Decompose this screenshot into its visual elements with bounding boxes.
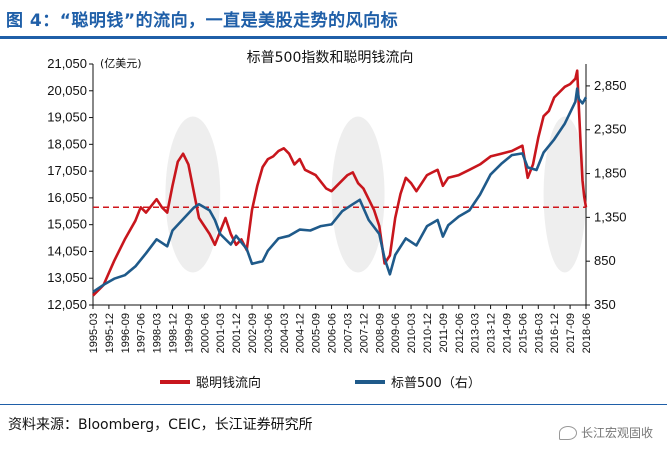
x-tick-label: 2016-03 (533, 313, 545, 353)
source-rule (0, 404, 667, 405)
x-tick-label: 2000-06 (199, 313, 211, 353)
x-tick-label: 2004-12 (295, 313, 307, 353)
right-tick-label: 2,850 (594, 78, 627, 93)
left-tick-label: 12,050 (47, 297, 87, 312)
x-tick-label: 2015-06 (517, 313, 529, 353)
x-tick-label: 2004-03 (279, 313, 291, 353)
unit-label: (亿美元) (100, 57, 142, 70)
right-tick-label: 2,350 (594, 122, 627, 137)
chart-title: 标普500指数和聪明钱流向 (247, 50, 414, 66)
watermark: 长江宏观固收 (558, 424, 653, 441)
x-tick-label: 1998-03 (152, 313, 164, 353)
title-rule (0, 36, 667, 39)
right-tick-label: 1,850 (594, 166, 627, 181)
left-tick-label: 19,050 (47, 110, 87, 125)
x-tick-label: 2017-09 (565, 313, 577, 353)
figure-title: 图 4：“聪明钱”的流向，一直是美股走势的风向标 (6, 11, 399, 31)
x-tick-label: 2012-06 (454, 313, 466, 353)
x-tick-label: 2011-09 (438, 313, 450, 353)
x-tick-label: 2001-03 (215, 313, 227, 353)
left-tick-label: 13,050 (47, 270, 87, 285)
x-tick-label: 2006-06 (327, 313, 339, 353)
highlight-ellipse-2 (543, 116, 587, 273)
highlight-ellipse-0 (165, 116, 221, 273)
left-tick-label: 14,050 (47, 243, 87, 258)
x-tick-label: 2008-09 (374, 313, 386, 353)
right-tick-label: 850 (594, 253, 616, 268)
highlight-regions (165, 116, 587, 273)
source-note: 资料来源：Bloomberg，CEIC，长江证券研究所 (8, 417, 313, 433)
x-tick-label: 1997-06 (136, 313, 148, 353)
right-tick-label: 350 (594, 297, 616, 312)
x-tick-label: 2001-12 (231, 313, 243, 353)
x-tick-label: 1995-12 (104, 313, 116, 353)
x-tick-label: 2018-06 (581, 313, 593, 353)
left-tick-label: 17,050 (47, 163, 87, 178)
right-axis-ticks: 2,850 2,350 1,850 1,350 850 350 (586, 78, 627, 312)
wechat-icon (558, 425, 577, 440)
left-tick-label: 18,050 (47, 136, 87, 151)
legend-label-smart-money: 聪明钱流向 (196, 375, 261, 391)
chart: 21,050 20,050 19,050 18,050 17,050 16,050 15,0… (47, 50, 627, 391)
left-tick-label: 20,050 (47, 83, 87, 98)
series-lines (92, 69, 588, 297)
x-axis-ticks: 1995-03 1995-12 1996-09 1997-06 1998-03 1998-… (88, 305, 593, 353)
left-tick-label: 21,050 (47, 56, 87, 71)
x-tick-label: 1999-09 (183, 313, 195, 353)
watermark-text: 长江宏观固收 (580, 426, 653, 440)
x-tick-label: 2010-03 (406, 313, 418, 353)
x-tick-label: 2002-09 (247, 313, 259, 353)
legend: 聪明钱流向 标普500（右） (160, 375, 481, 391)
legend-label-spx: 标普500（右） (391, 376, 481, 391)
x-tick-label: 2013-03 (470, 313, 482, 353)
highlight-ellipse-1 (331, 116, 385, 273)
x-tick-label: 2010-12 (422, 313, 434, 353)
x-tick-label: 1996-09 (120, 313, 132, 353)
x-tick-label: 2014-09 (501, 313, 513, 353)
axes (92, 64, 587, 306)
x-tick-label: 2007-03 (342, 313, 354, 353)
x-tick-label: 2009-06 (390, 313, 402, 353)
left-tick-label: 16,050 (47, 190, 87, 205)
right-tick-label: 1,350 (594, 209, 627, 224)
x-tick-label: 2005-09 (311, 313, 323, 353)
x-tick-label: 2007-12 (358, 313, 370, 353)
left-axis-ticks: 21,050 20,050 19,050 18,050 17,050 16,050 15,0… (47, 56, 93, 312)
series-line-spx (92, 87, 588, 293)
x-tick-label: 1995-03 (88, 313, 100, 353)
left-tick-label: 15,050 (47, 217, 87, 232)
x-tick-label: 2016-12 (549, 313, 561, 353)
x-tick-label: 1998-12 (168, 313, 180, 353)
x-tick-label: 2003-06 (263, 313, 275, 353)
series-line-smart-money (92, 69, 588, 297)
x-tick-label: 2013-12 (486, 313, 498, 353)
